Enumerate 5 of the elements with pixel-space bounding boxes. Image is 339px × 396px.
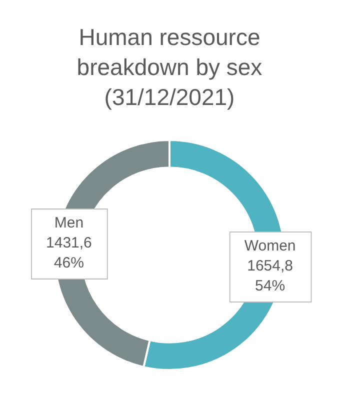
chart-title: Human ressource breakdown by sex (31/12/2021) — [76, 23, 264, 112]
data-label: 1654,8 54% — [247, 258, 293, 295]
slice-label: Men — [54, 214, 84, 232]
data-label: 1431,6 46% — [46, 234, 92, 272]
slice-label: Women — [244, 238, 296, 255]
